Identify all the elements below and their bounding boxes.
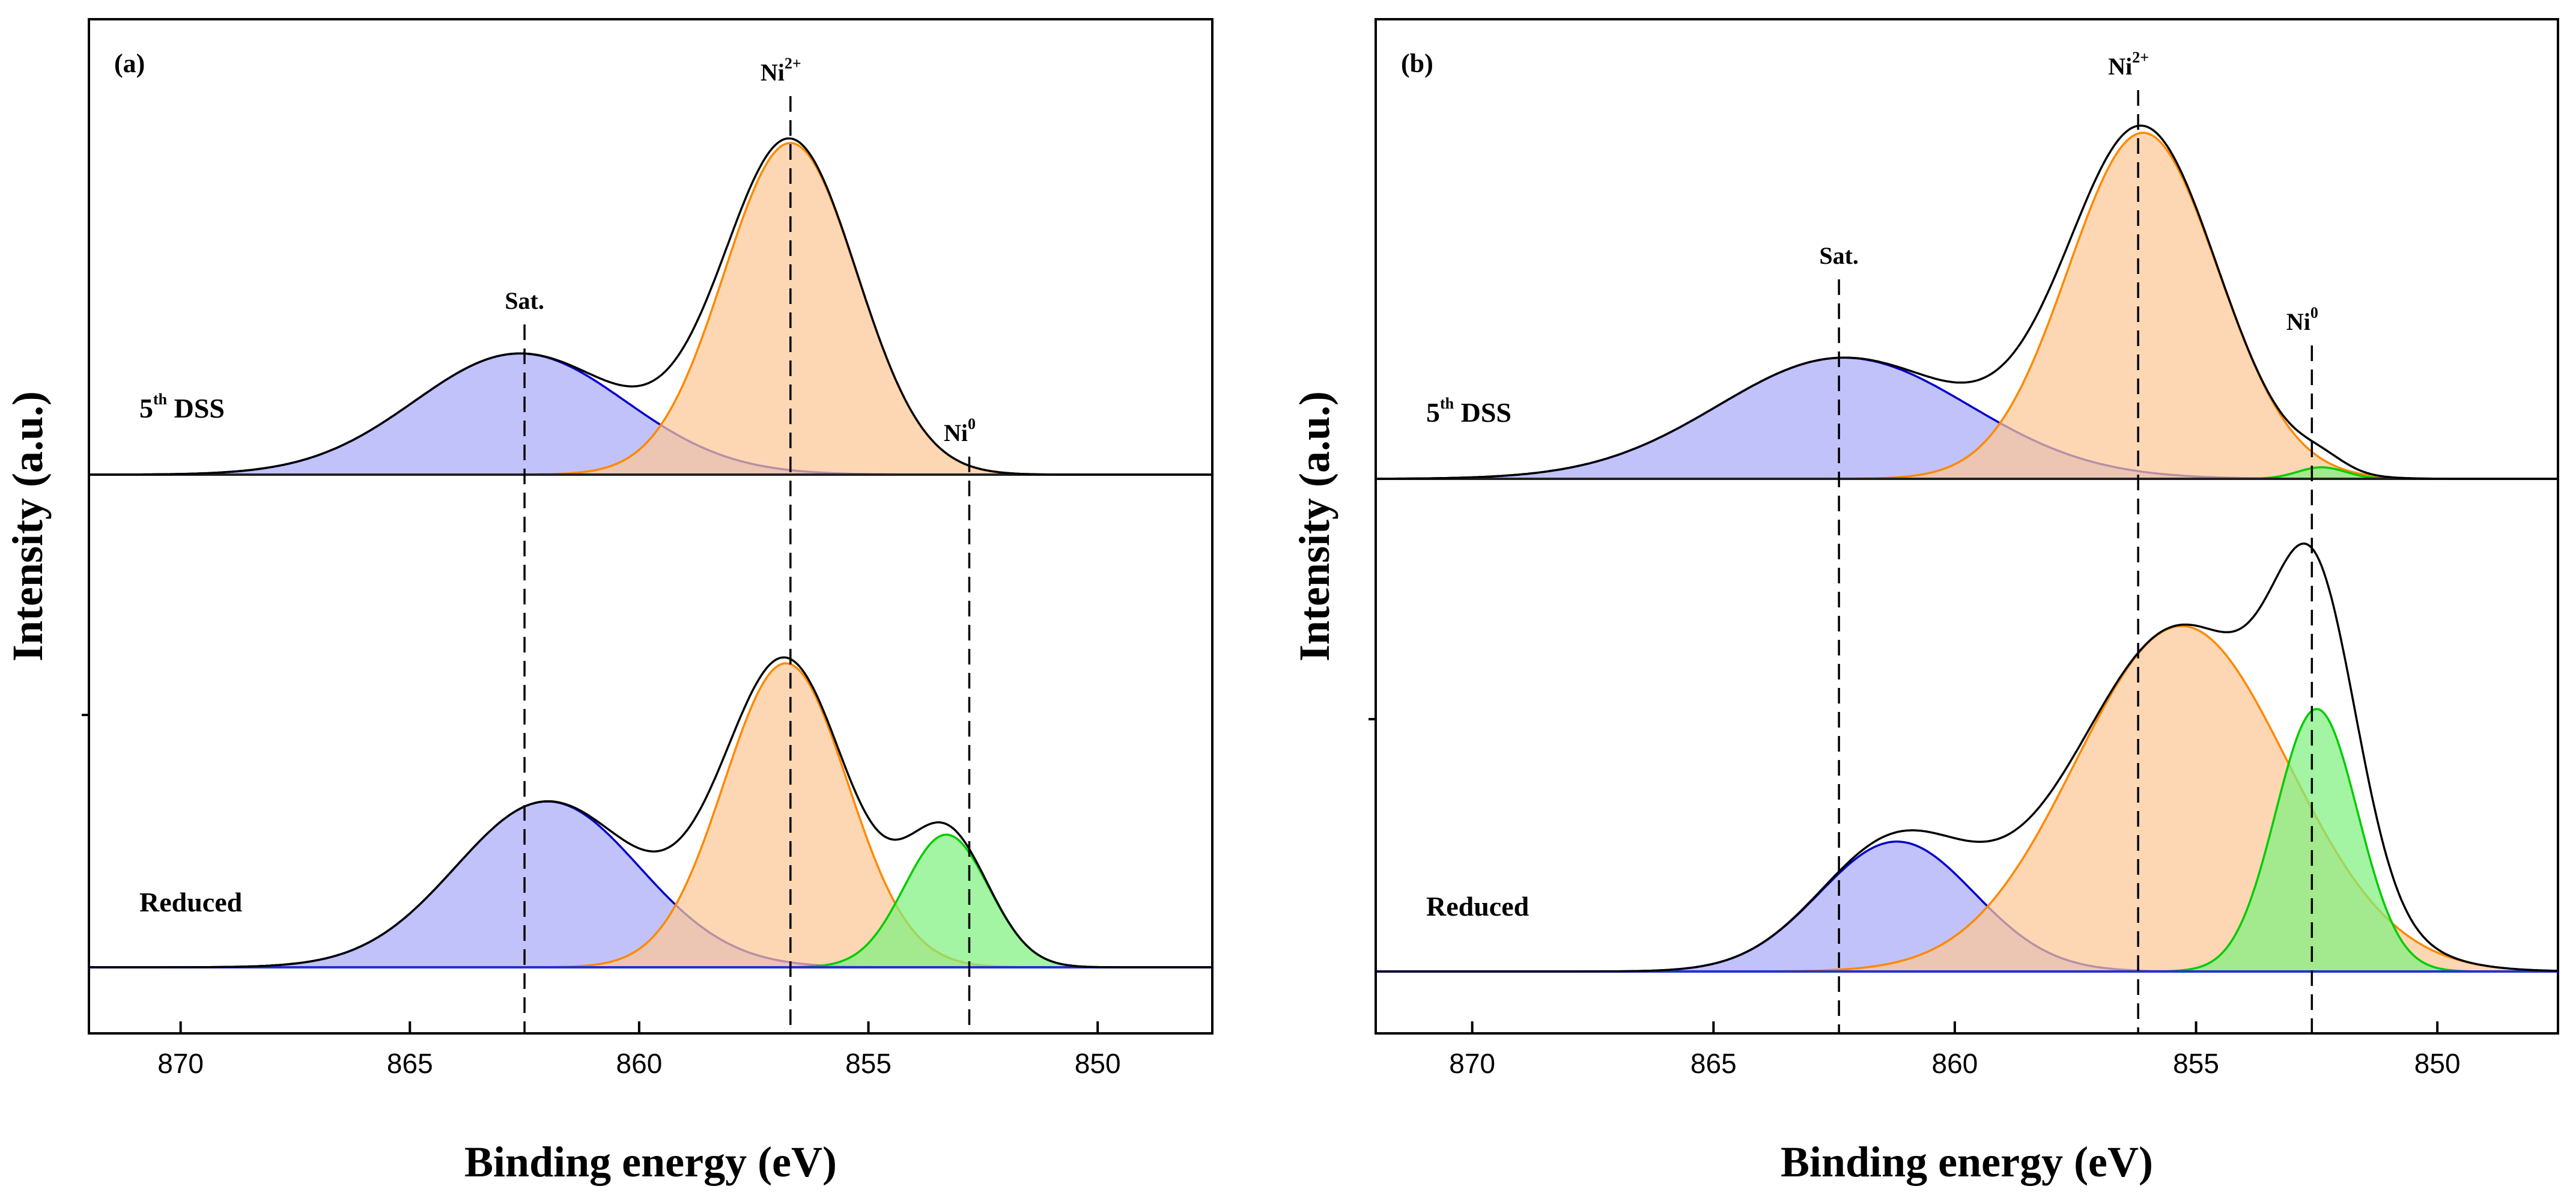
x-tick-label: 860 xyxy=(1932,1048,1978,1079)
panel-label: (b) xyxy=(1401,49,1433,78)
envelope-line xyxy=(1376,543,2559,973)
peak-label-text: Ni xyxy=(761,59,785,86)
x-tick-label: 860 xyxy=(616,1048,663,1079)
peak-fill-ni0 xyxy=(769,835,1124,967)
x-axis-title: Binding energy (eV) xyxy=(464,1138,837,1186)
sample-label: 5th DSS xyxy=(1426,395,1511,428)
x-tick-label: 850 xyxy=(1075,1048,1121,1079)
sample-label: Reduced xyxy=(139,887,243,917)
peak-label-superscript: 0 xyxy=(968,415,976,433)
x-tick-label: 855 xyxy=(845,1048,892,1079)
plot-frame xyxy=(88,18,1214,1035)
envelope-line xyxy=(88,137,1212,476)
peak-label-superscript: 2+ xyxy=(785,55,801,72)
peak-label-text: Sat. xyxy=(505,287,544,314)
peak-label-text: Ni xyxy=(944,419,968,446)
chart-panel-a: 870 865 860 855 850 Binding energy (eV) Intens… xyxy=(4,18,1214,1186)
envelope-line xyxy=(1376,124,2558,480)
spectrum-reduced: Reduced xyxy=(1376,543,2559,973)
envelope-line xyxy=(89,656,1212,968)
x-tick-label: 870 xyxy=(1449,1048,1495,1079)
peak-label-ni0: Ni0 xyxy=(2286,304,2318,335)
sample-label: 5th DSS xyxy=(139,391,225,424)
sample-label: Reduced xyxy=(1426,891,1530,922)
peak-label-sat: Sat. xyxy=(1819,242,1859,269)
peak-line-ni2 xyxy=(1829,132,2456,480)
peak-label-ni0: Ni0 xyxy=(944,415,976,446)
peak-label-ni2: Ni2+ xyxy=(2108,49,2149,80)
x-tick-label: 855 xyxy=(2173,1048,2219,1079)
sample-label-suffix: DSS xyxy=(167,393,225,424)
peak-label-text: Sat. xyxy=(1819,242,1859,269)
sample-label-name: 5 xyxy=(139,393,153,424)
x-axis-title: Binding energy (eV) xyxy=(1781,1138,2153,1186)
sample-label-name: Reduced xyxy=(1426,891,1530,922)
y-axis-title: Intensity (a.u.) xyxy=(1290,391,1338,661)
peak-label-superscript: 2+ xyxy=(2132,49,2149,66)
sample-label-superscript: th xyxy=(1440,395,1454,412)
peak-fill-sat xyxy=(1376,357,2371,479)
sample-label-name: 5 xyxy=(1426,397,1440,428)
panel-label: (a) xyxy=(114,49,145,78)
peak-label-text: Ni xyxy=(2286,308,2310,335)
sample-label-superscript: th xyxy=(153,391,168,408)
peak-label-ni2: Ni2+ xyxy=(761,55,801,86)
spectrum-dss: 5th DSS xyxy=(88,137,1212,476)
peak-fill-ni2 xyxy=(511,143,1070,475)
chart-panel-b: 870 865 860 855 850 Binding energy (eV) Intens… xyxy=(1290,18,2559,1186)
plot-frame xyxy=(1375,18,2559,1035)
peak-fill-sat xyxy=(162,801,933,967)
spectrum-dss: 5th DSS xyxy=(1376,124,2558,480)
x-tick-label: 870 xyxy=(157,1048,204,1079)
sample-label-suffix: DSS xyxy=(1454,397,1511,428)
peak-label-text: Ni xyxy=(2108,53,2132,80)
peak-fill-ni2 xyxy=(526,663,1046,967)
sample-label-name: Reduced xyxy=(139,887,243,917)
spectrum-reduced: Reduced xyxy=(89,656,1212,968)
peak-fill-ni0 xyxy=(2220,467,2423,479)
peak-fill-sat xyxy=(89,353,963,475)
x-tick-label: 865 xyxy=(387,1048,433,1079)
x-tick-label: 850 xyxy=(2414,1048,2461,1079)
peak-label-superscript: 0 xyxy=(2310,304,2318,321)
x-tick-label: 865 xyxy=(1690,1048,1737,1079)
peak-line-ni0 xyxy=(2144,708,2487,973)
peak-fill-ni2 xyxy=(1829,133,2458,479)
y-axis-title: Intensity (a.u.) xyxy=(4,391,52,661)
peak-fill-sat xyxy=(1572,841,2222,971)
peak-label-sat: Sat. xyxy=(505,287,544,314)
peak-fill-ni0 xyxy=(2144,709,2489,971)
